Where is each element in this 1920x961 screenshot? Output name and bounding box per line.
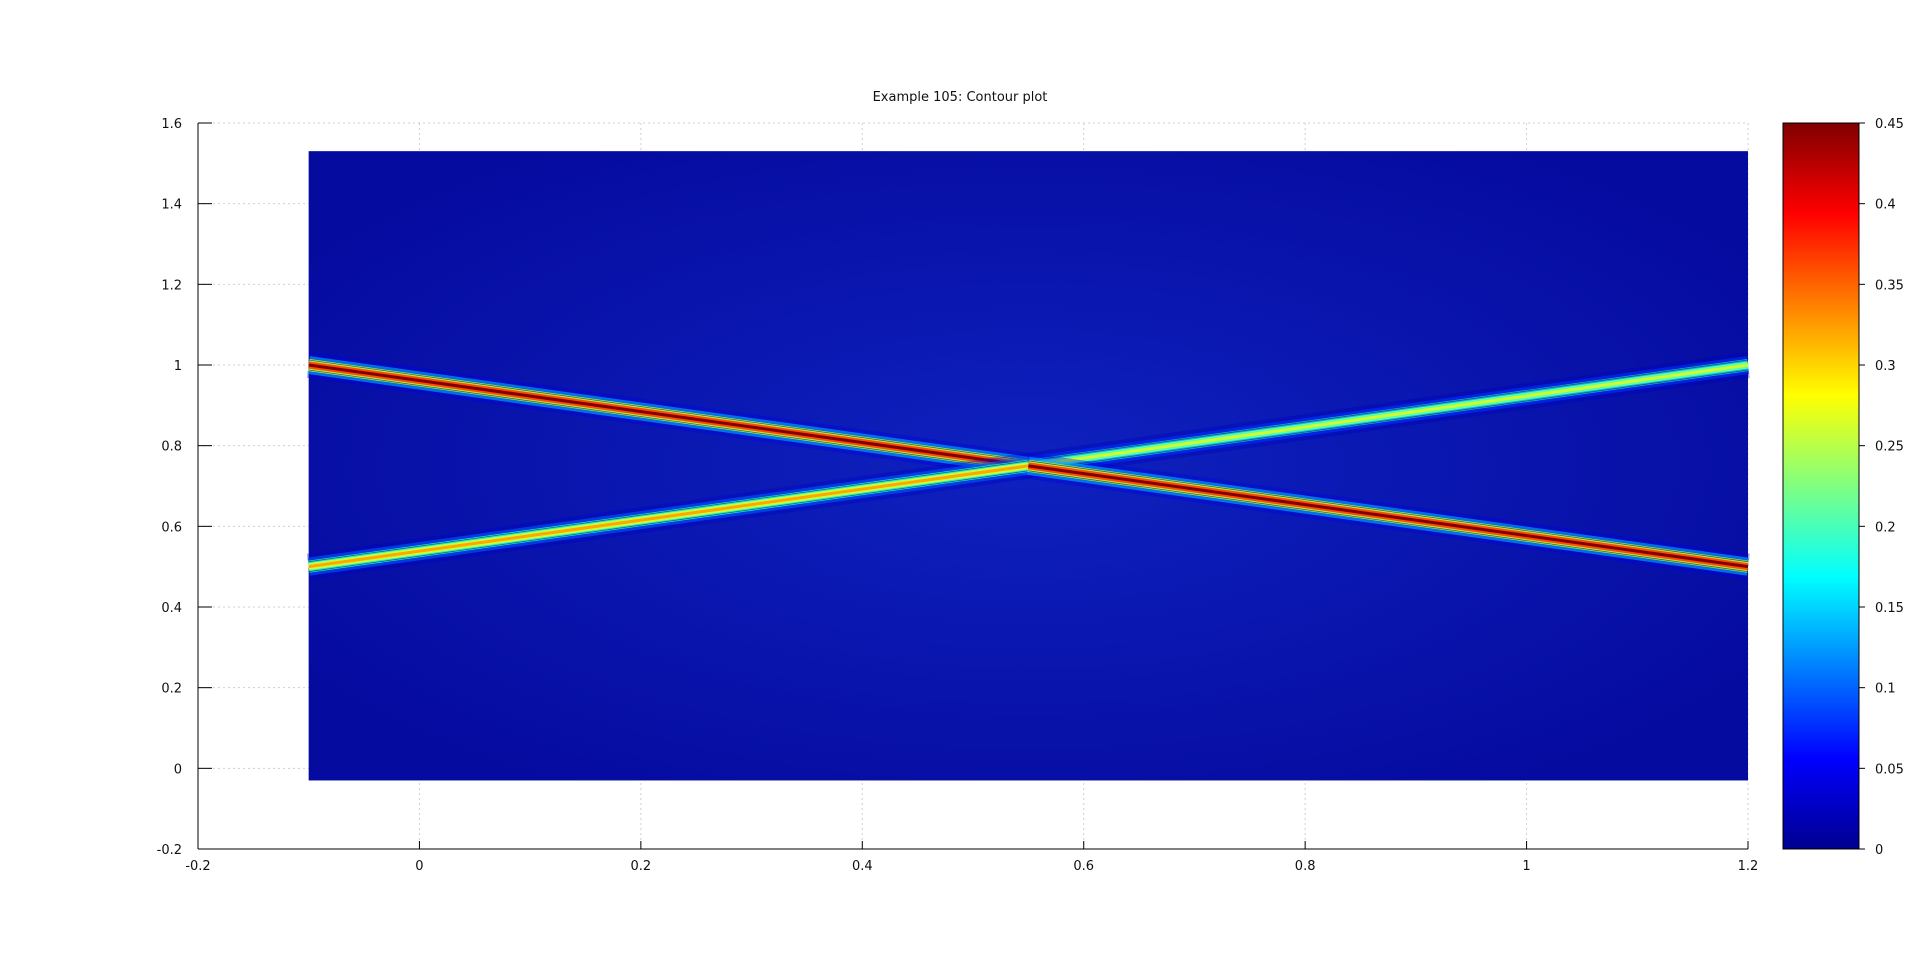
- contour-band-2: [308, 464, 1029, 569]
- y-tick-label: 0.2: [161, 682, 182, 697]
- colorbar: 0 0.05 0.1 0.15 0.2 0.25 0.3 0.35 0.4 0.45: [1782, 117, 1904, 858]
- x-tick-label: 0.8: [1295, 859, 1316, 874]
- axes: -0.2 0 0.2 0.4 0.6 0.8 1 1.2 1.4 1.6 -0.2 0 0.2 0.4 0.…: [157, 117, 1759, 874]
- contour-line-3: [1028, 369, 1749, 472]
- colorbar-gradient: [1782, 122, 1860, 850]
- x-tick-label: 0.4: [852, 859, 873, 874]
- x-tick-label: 1.2: [1738, 859, 1759, 874]
- contour-line-3: [1028, 359, 1749, 462]
- contour-line-1: [308, 359, 1029, 462]
- contour-band-4: [1028, 464, 1749, 569]
- y-tick-label: 1.4: [161, 198, 182, 213]
- colorbar-tick-label: 0.45: [1875, 117, 1904, 132]
- contour-line-2: [308, 460, 1029, 563]
- colorbar-tick-label: 0: [1875, 843, 1883, 858]
- x-tick-label: 1: [1522, 859, 1530, 874]
- y-tick-label: 0.4: [161, 601, 182, 616]
- colorbar-tick-label: 0.4: [1875, 198, 1896, 213]
- colorbar-tick-label: 0.15: [1875, 601, 1904, 616]
- x-tick-label: 0.6: [1073, 859, 1094, 874]
- contour-band-3: [1028, 363, 1749, 468]
- heatmap-area: [306, 151, 1750, 781]
- contour-line-2: [308, 470, 1029, 573]
- y-tick-label: 0.8: [161, 440, 182, 455]
- colorbar-tick-label: 0.35: [1875, 278, 1904, 293]
- y-tick-label: 1: [174, 359, 182, 374]
- contour-line-4: [1028, 470, 1749, 573]
- colorbar-tick-label: 0.2: [1875, 520, 1896, 535]
- colorbar-tick-label: 0.1: [1875, 682, 1896, 697]
- y-tick-label: 0: [174, 762, 182, 777]
- colorbar-tick-label: 0.3: [1875, 359, 1896, 374]
- contour-line-4: [1028, 460, 1749, 563]
- chart-title: Example 105: Contour plot: [872, 90, 1048, 105]
- y-tick-label: 1.6: [161, 117, 182, 132]
- y-tick-label: -0.2: [157, 843, 182, 858]
- x-tick-label: 0: [415, 859, 423, 874]
- x-tick-label: -0.2: [185, 859, 210, 874]
- colorbar-tick-label: 0.25: [1875, 440, 1904, 455]
- colorbar-tick-label: 0.05: [1875, 762, 1904, 777]
- x-tick-label: 0.2: [631, 859, 652, 874]
- contour-line-1: [308, 369, 1029, 472]
- contour-band-1: [308, 363, 1029, 468]
- y-tick-label: 0.6: [161, 520, 182, 535]
- y-tick-label: 1.2: [161, 278, 182, 293]
